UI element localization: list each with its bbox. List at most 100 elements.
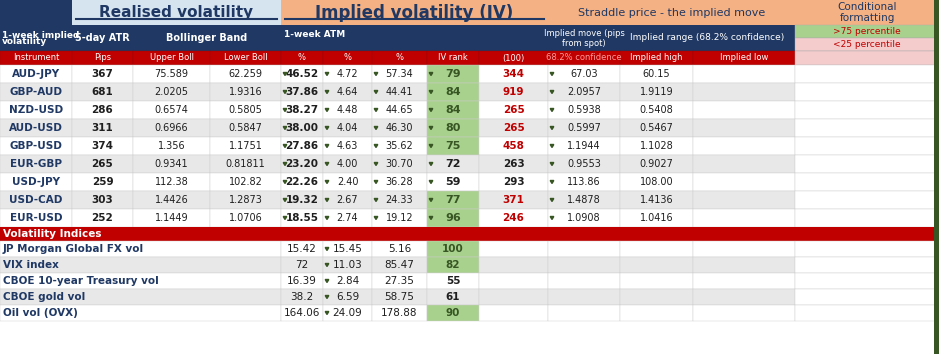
Bar: [372, 273, 427, 289]
Text: 22.26: 22.26: [285, 177, 318, 187]
Text: volatility: volatility: [2, 37, 47, 46]
Text: 1.9316: 1.9316: [229, 87, 262, 97]
Bar: [210, 119, 281, 137]
Polygon shape: [325, 73, 329, 75]
Text: 84: 84: [445, 105, 461, 115]
Text: 0.5467: 0.5467: [639, 123, 673, 133]
Bar: [323, 137, 372, 155]
Bar: [620, 289, 693, 305]
Bar: [693, 101, 795, 119]
Bar: [795, 227, 939, 241]
Text: 11.03: 11.03: [332, 260, 362, 270]
Bar: [372, 289, 427, 305]
Text: 37.86: 37.86: [285, 87, 318, 97]
Text: 1.4878: 1.4878: [567, 195, 601, 205]
Bar: [795, 38, 939, 51]
Text: 178.88: 178.88: [381, 308, 418, 318]
Bar: [372, 191, 427, 209]
Polygon shape: [325, 91, 329, 93]
Polygon shape: [429, 126, 433, 130]
Bar: [372, 155, 427, 173]
Text: 6.59: 6.59: [336, 292, 359, 302]
Text: Upper Boll: Upper Boll: [149, 53, 193, 63]
Text: %: %: [395, 53, 404, 63]
Bar: [795, 51, 939, 65]
Bar: [795, 173, 939, 191]
Bar: [133, 137, 210, 155]
Bar: [133, 51, 210, 65]
Bar: [548, 0, 795, 25]
Bar: [427, 191, 479, 209]
Text: 62.259: 62.259: [228, 69, 263, 79]
Polygon shape: [375, 162, 377, 166]
Text: 919: 919: [502, 87, 524, 97]
Text: 113.86: 113.86: [567, 177, 601, 187]
Text: IV rank: IV rank: [439, 53, 468, 63]
Bar: [0, 273, 281, 289]
Bar: [479, 273, 548, 289]
Text: 0.6574: 0.6574: [155, 105, 189, 115]
Bar: [795, 305, 939, 321]
Bar: [372, 119, 427, 137]
Bar: [693, 305, 795, 321]
Text: EUR-GBP: EUR-GBP: [10, 159, 62, 169]
Bar: [323, 289, 372, 305]
Bar: [281, 0, 548, 25]
Bar: [0, 257, 281, 273]
Bar: [693, 257, 795, 273]
Text: 681: 681: [92, 87, 114, 97]
Bar: [795, 25, 939, 38]
Text: 59: 59: [445, 177, 461, 187]
Text: CBOE gold vol: CBOE gold vol: [3, 292, 85, 302]
Bar: [548, 257, 620, 273]
Bar: [479, 155, 548, 173]
Text: GBP-USD: GBP-USD: [9, 141, 62, 151]
Text: 57.34: 57.34: [386, 69, 413, 79]
Text: %: %: [298, 53, 306, 63]
Bar: [133, 101, 210, 119]
Text: 263: 263: [502, 159, 524, 169]
Bar: [620, 25, 795, 51]
Text: 265: 265: [502, 105, 524, 115]
Polygon shape: [429, 144, 433, 148]
Bar: [548, 191, 620, 209]
Bar: [795, 191, 939, 209]
Bar: [479, 289, 548, 305]
Polygon shape: [375, 126, 377, 130]
Bar: [72, 173, 133, 191]
Text: Straddle price - the implied move: Straddle price - the implied move: [577, 7, 765, 17]
Text: 374: 374: [91, 141, 114, 151]
Bar: [427, 209, 479, 227]
Text: 16.39: 16.39: [287, 276, 317, 286]
Text: 0.6966: 0.6966: [155, 123, 189, 133]
Bar: [427, 155, 479, 173]
Text: 2.0957: 2.0957: [567, 87, 601, 97]
Bar: [0, 51, 72, 65]
Text: Oil vol (OVX): Oil vol (OVX): [3, 308, 78, 318]
Bar: [323, 257, 372, 273]
Bar: [427, 83, 479, 101]
Bar: [620, 257, 693, 273]
Bar: [72, 83, 133, 101]
Text: 265: 265: [92, 159, 114, 169]
Text: 4.48: 4.48: [337, 105, 358, 115]
Text: 27.35: 27.35: [385, 276, 414, 286]
Bar: [795, 155, 939, 173]
Text: AUD-JPY: AUD-JPY: [12, 69, 60, 79]
Bar: [427, 273, 479, 289]
Bar: [133, 173, 210, 191]
Bar: [210, 51, 281, 65]
Polygon shape: [325, 144, 329, 148]
Text: 1.1028: 1.1028: [639, 141, 673, 151]
Text: 2.74: 2.74: [337, 213, 359, 223]
Text: 1.0416: 1.0416: [639, 213, 673, 223]
Text: 19.32: 19.32: [285, 195, 318, 205]
Bar: [323, 119, 372, 137]
Bar: [795, 257, 939, 273]
Bar: [693, 83, 795, 101]
Text: 58.75: 58.75: [385, 292, 414, 302]
Bar: [0, 305, 281, 321]
Text: 112.38: 112.38: [155, 177, 189, 187]
Bar: [323, 209, 372, 227]
Polygon shape: [375, 181, 377, 183]
